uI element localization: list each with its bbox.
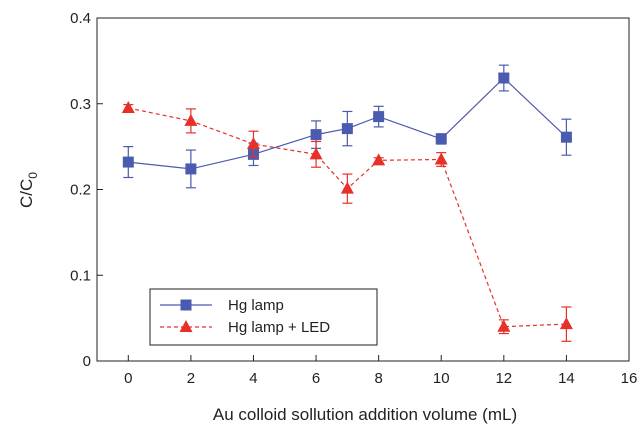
legend-box <box>149 288 378 346</box>
y-tick-label: 0 <box>83 353 91 370</box>
series-2 <box>121 101 573 342</box>
legend-marker <box>180 299 192 311</box>
y-axis-title-subscript: 0 <box>26 172 40 179</box>
data-point <box>434 152 448 165</box>
x-axis-title: Au colloid sollution addition volume (mL… <box>213 405 517 424</box>
data-point <box>121 101 135 114</box>
data-point <box>185 163 197 175</box>
data-point <box>373 111 385 123</box>
x-tick-label: 2 <box>187 370 195 387</box>
data-point <box>559 317 573 330</box>
data-point <box>184 113 198 126</box>
x-tick-label: 8 <box>374 370 382 387</box>
data-point <box>310 129 322 141</box>
legend: Hg lamp Hg lamp + LED <box>149 288 378 346</box>
data-point <box>246 137 260 150</box>
x-tick-label: 6 <box>312 370 320 387</box>
data-point <box>309 147 323 160</box>
data-point <box>435 133 447 145</box>
legend-label: Hg lamp + LED <box>228 319 330 336</box>
y-tick-label: 0.1 <box>70 267 91 284</box>
x-tick-label: 16 <box>621 370 638 387</box>
data-point <box>341 123 353 135</box>
y-tick-label: 0.3 <box>70 96 91 113</box>
y-axis-title: C/C0 <box>17 172 40 208</box>
legend-item-2: Hg lamp + LED <box>160 319 330 336</box>
series-layer <box>121 64 573 342</box>
legend-item-1: Hg lamp <box>160 297 284 314</box>
data-point <box>497 319 511 332</box>
y-tick-label: 0.4 <box>70 10 91 27</box>
x-tick-label: 12 <box>495 370 512 387</box>
data-point <box>498 72 510 84</box>
data-point <box>560 131 572 143</box>
x-tick-label: 10 <box>433 370 450 387</box>
x-tick-label: 4 <box>249 370 257 387</box>
data-point <box>372 153 386 166</box>
data-point <box>122 156 134 168</box>
x-tick-label: 14 <box>558 370 575 387</box>
legend-marker <box>179 320 193 332</box>
legend-label: Hg lamp <box>228 297 284 314</box>
series-1 <box>122 64 572 189</box>
data-point <box>340 181 354 194</box>
x-tick-label: 0 <box>124 370 132 387</box>
axis-ticks: 0 2 4 6 8 10 12 14 16 0 0.1 0.2 0.3 0.4 <box>70 10 637 387</box>
y-tick-label: 0.2 <box>70 182 91 199</box>
legend-items: Hg lamp Hg lamp + LED <box>160 297 330 336</box>
y-axis-title-main: C/C <box>17 179 36 208</box>
